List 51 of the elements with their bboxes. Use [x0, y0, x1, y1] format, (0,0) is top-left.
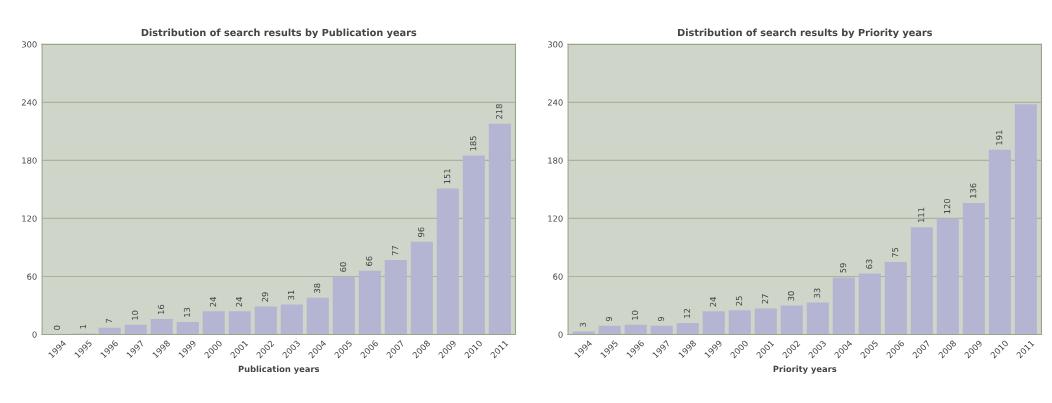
data-label: 38: [313, 283, 321, 293]
y-tick-label: 60: [27, 273, 37, 280]
data-label: 63: [865, 259, 873, 269]
data-label: 136: [969, 183, 977, 198]
data-label: 12: [683, 308, 691, 318]
y-tick-label: 240: [547, 99, 563, 106]
data-label: 27: [761, 294, 769, 304]
data-label: 151: [444, 169, 451, 184]
data-label: 59: [839, 263, 847, 273]
data-label: 75: [892, 247, 899, 258]
y-tick-label: 180: [548, 157, 563, 164]
chart-title: Distribution of search results by Priority years: [678, 28, 932, 39]
data-label: 10: [631, 310, 639, 320]
data-label: 1: [79, 324, 86, 329]
data-label: 7: [105, 318, 113, 323]
data-label: 33: [813, 288, 821, 298]
data-label: 24: [235, 296, 243, 307]
y-tick-label: 0: [558, 331, 563, 338]
y-tick-label: 240: [21, 99, 37, 106]
y-tick-label: 300: [547, 41, 563, 48]
y-tick-label: 120: [22, 215, 37, 222]
data-label: 3: [579, 322, 587, 327]
y-tick-label: 0: [32, 331, 37, 338]
data-label: 31: [287, 290, 295, 300]
y-tick-label: 180: [22, 157, 37, 164]
data-label: 30: [787, 291, 795, 301]
chart-title: Distribution of search results by Publication years: [141, 28, 417, 39]
data-label: 10: [131, 310, 139, 320]
x-axis-title: Priority years: [773, 365, 837, 374]
data-label: 9: [605, 316, 613, 322]
data-label: 218: [495, 104, 503, 119]
data-label: 25: [735, 296, 743, 306]
data-label: 77: [392, 245, 399, 256]
x-axis-title: Publication years: [238, 365, 320, 374]
data-label: 24: [709, 296, 717, 307]
data-label: 185: [469, 136, 477, 151]
data-label: 0: [53, 325, 61, 330]
data-label: 120: [943, 198, 951, 214]
data-label: 96: [417, 227, 425, 237]
data-label: 191: [995, 130, 1003, 145]
data-label: 29: [261, 292, 269, 302]
data-label: 16: [157, 304, 165, 314]
y-tick-label: 60: [553, 273, 563, 280]
data-label: 24: [209, 296, 217, 307]
y-tick-label: 300: [21, 41, 37, 48]
data-label: 111: [918, 207, 925, 223]
y-tick-label: 120: [548, 215, 563, 222]
data-label: 13: [183, 307, 191, 317]
data-label: 66: [365, 256, 373, 266]
data-label: 9: [657, 316, 665, 322]
data-label: 60: [339, 262, 347, 272]
